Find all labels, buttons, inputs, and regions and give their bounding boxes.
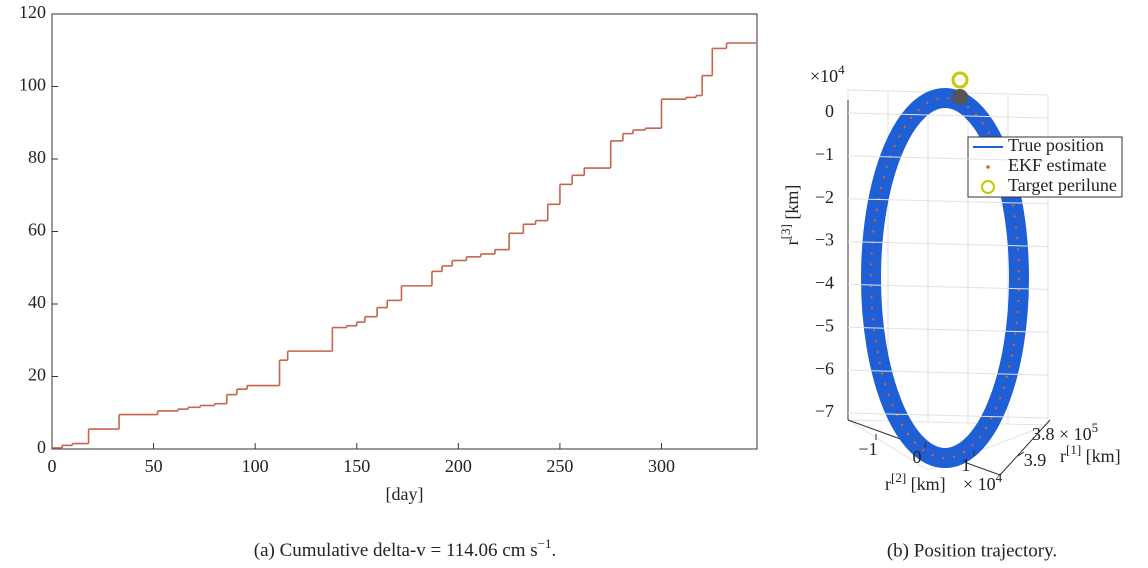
z-axis-label: r[3] [km]: [778, 185, 802, 246]
z-scale-base: ×10: [810, 66, 838, 86]
x-tick-label: 0: [48, 456, 57, 476]
x-axis: [999, 419, 1051, 476]
y-scale: × 104: [963, 470, 1003, 494]
legend-swatch: [986, 165, 990, 169]
z-scale-sup: 4: [838, 62, 845, 77]
y-axis-label-unit: [km]: [906, 474, 946, 494]
x-axis-label-sup: [1]: [1066, 442, 1081, 457]
x-axis-label-unit: [km]: [1081, 446, 1121, 466]
x-axis-label: r[1] [km]: [1060, 442, 1121, 466]
caption: (b) Position trajectory.: [887, 540, 1057, 561]
z-grid: [847, 198, 1049, 205]
z-tick-label: −7: [815, 401, 834, 421]
y-scale-sup: 4: [996, 470, 1003, 485]
z-tick-label: −4: [815, 273, 834, 293]
y-axis-label-base: r: [885, 474, 891, 494]
y-tick-label: 80: [28, 147, 46, 167]
z-grid: [847, 369, 1049, 376]
y-tick-label: 20: [28, 365, 46, 385]
z-tick-label: −1: [815, 144, 834, 164]
z-grid: [847, 112, 1049, 119]
y-scale-base: × 10: [963, 474, 996, 494]
y-axis-label: r[2] [km]: [885, 470, 946, 494]
z-axis-label-sup: [3]: [778, 224, 793, 239]
y-tick-label: 60: [28, 220, 46, 240]
x-tick: [1017, 451, 1025, 457]
z-tick-label: 0: [825, 101, 834, 121]
z-axis-label-unit: [km]: [782, 185, 802, 225]
y-tick-label: −1: [858, 439, 877, 459]
legend-label: EKF estimate: [1008, 155, 1106, 175]
z-grid: [847, 412, 1049, 419]
y-tick-label: 120: [19, 2, 46, 22]
x-scale-base: 3.8 × 10: [1032, 424, 1092, 444]
caption: (a) Cumulative delta-v = 114.06 cm s−1.: [254, 536, 556, 561]
legend-label: True position: [1008, 135, 1104, 155]
z-axis-label-base: r: [782, 239, 802, 245]
x-axis-label: [day]: [386, 484, 424, 504]
x-tick-label: 50: [145, 456, 163, 476]
y-tick-label: 1: [962, 455, 971, 475]
legend-swatch: [981, 180, 995, 194]
y-tick-label: 0: [37, 437, 46, 457]
x-tick-label: 250: [546, 456, 573, 476]
x-tick-label: 150: [343, 456, 370, 476]
z-tick-label: −2: [815, 187, 834, 207]
legend-label: Target perilune: [1008, 175, 1117, 195]
y-tick-label: 100: [19, 75, 46, 95]
z-tick-label: −6: [815, 358, 834, 378]
x-axis-label-base: r: [1060, 446, 1066, 466]
y-tick-label: 0: [913, 447, 922, 467]
caption-text: (a) Cumulative delta-v = 114.06 cm s: [254, 540, 538, 561]
x-tick-label: 3.9: [1024, 450, 1047, 470]
z-grid: [847, 326, 1049, 333]
caption-sup: −1: [538, 536, 552, 551]
x-tick-label: 100: [242, 456, 269, 476]
x-tick-label: 300: [648, 456, 675, 476]
z-grid: [847, 155, 1049, 162]
ekf-points: [870, 97, 1020, 459]
y-axis-label-sup: [2]: [891, 470, 906, 485]
x-scale-sup: 5: [1092, 420, 1099, 435]
z-tick-label: −3: [815, 230, 834, 250]
z-grid: [847, 283, 1049, 290]
caption-tail: .: [551, 540, 556, 561]
x-scale: 3.8 × 105: [1032, 420, 1098, 444]
z-grid: [847, 241, 1049, 248]
moon: [952, 89, 968, 105]
target-perilune: [951, 71, 969, 89]
y-tick-label: 40: [28, 292, 46, 312]
x-tick-label: 200: [445, 456, 472, 476]
z-scale: ×104: [810, 62, 845, 86]
z-tick-label: −5: [815, 315, 834, 335]
